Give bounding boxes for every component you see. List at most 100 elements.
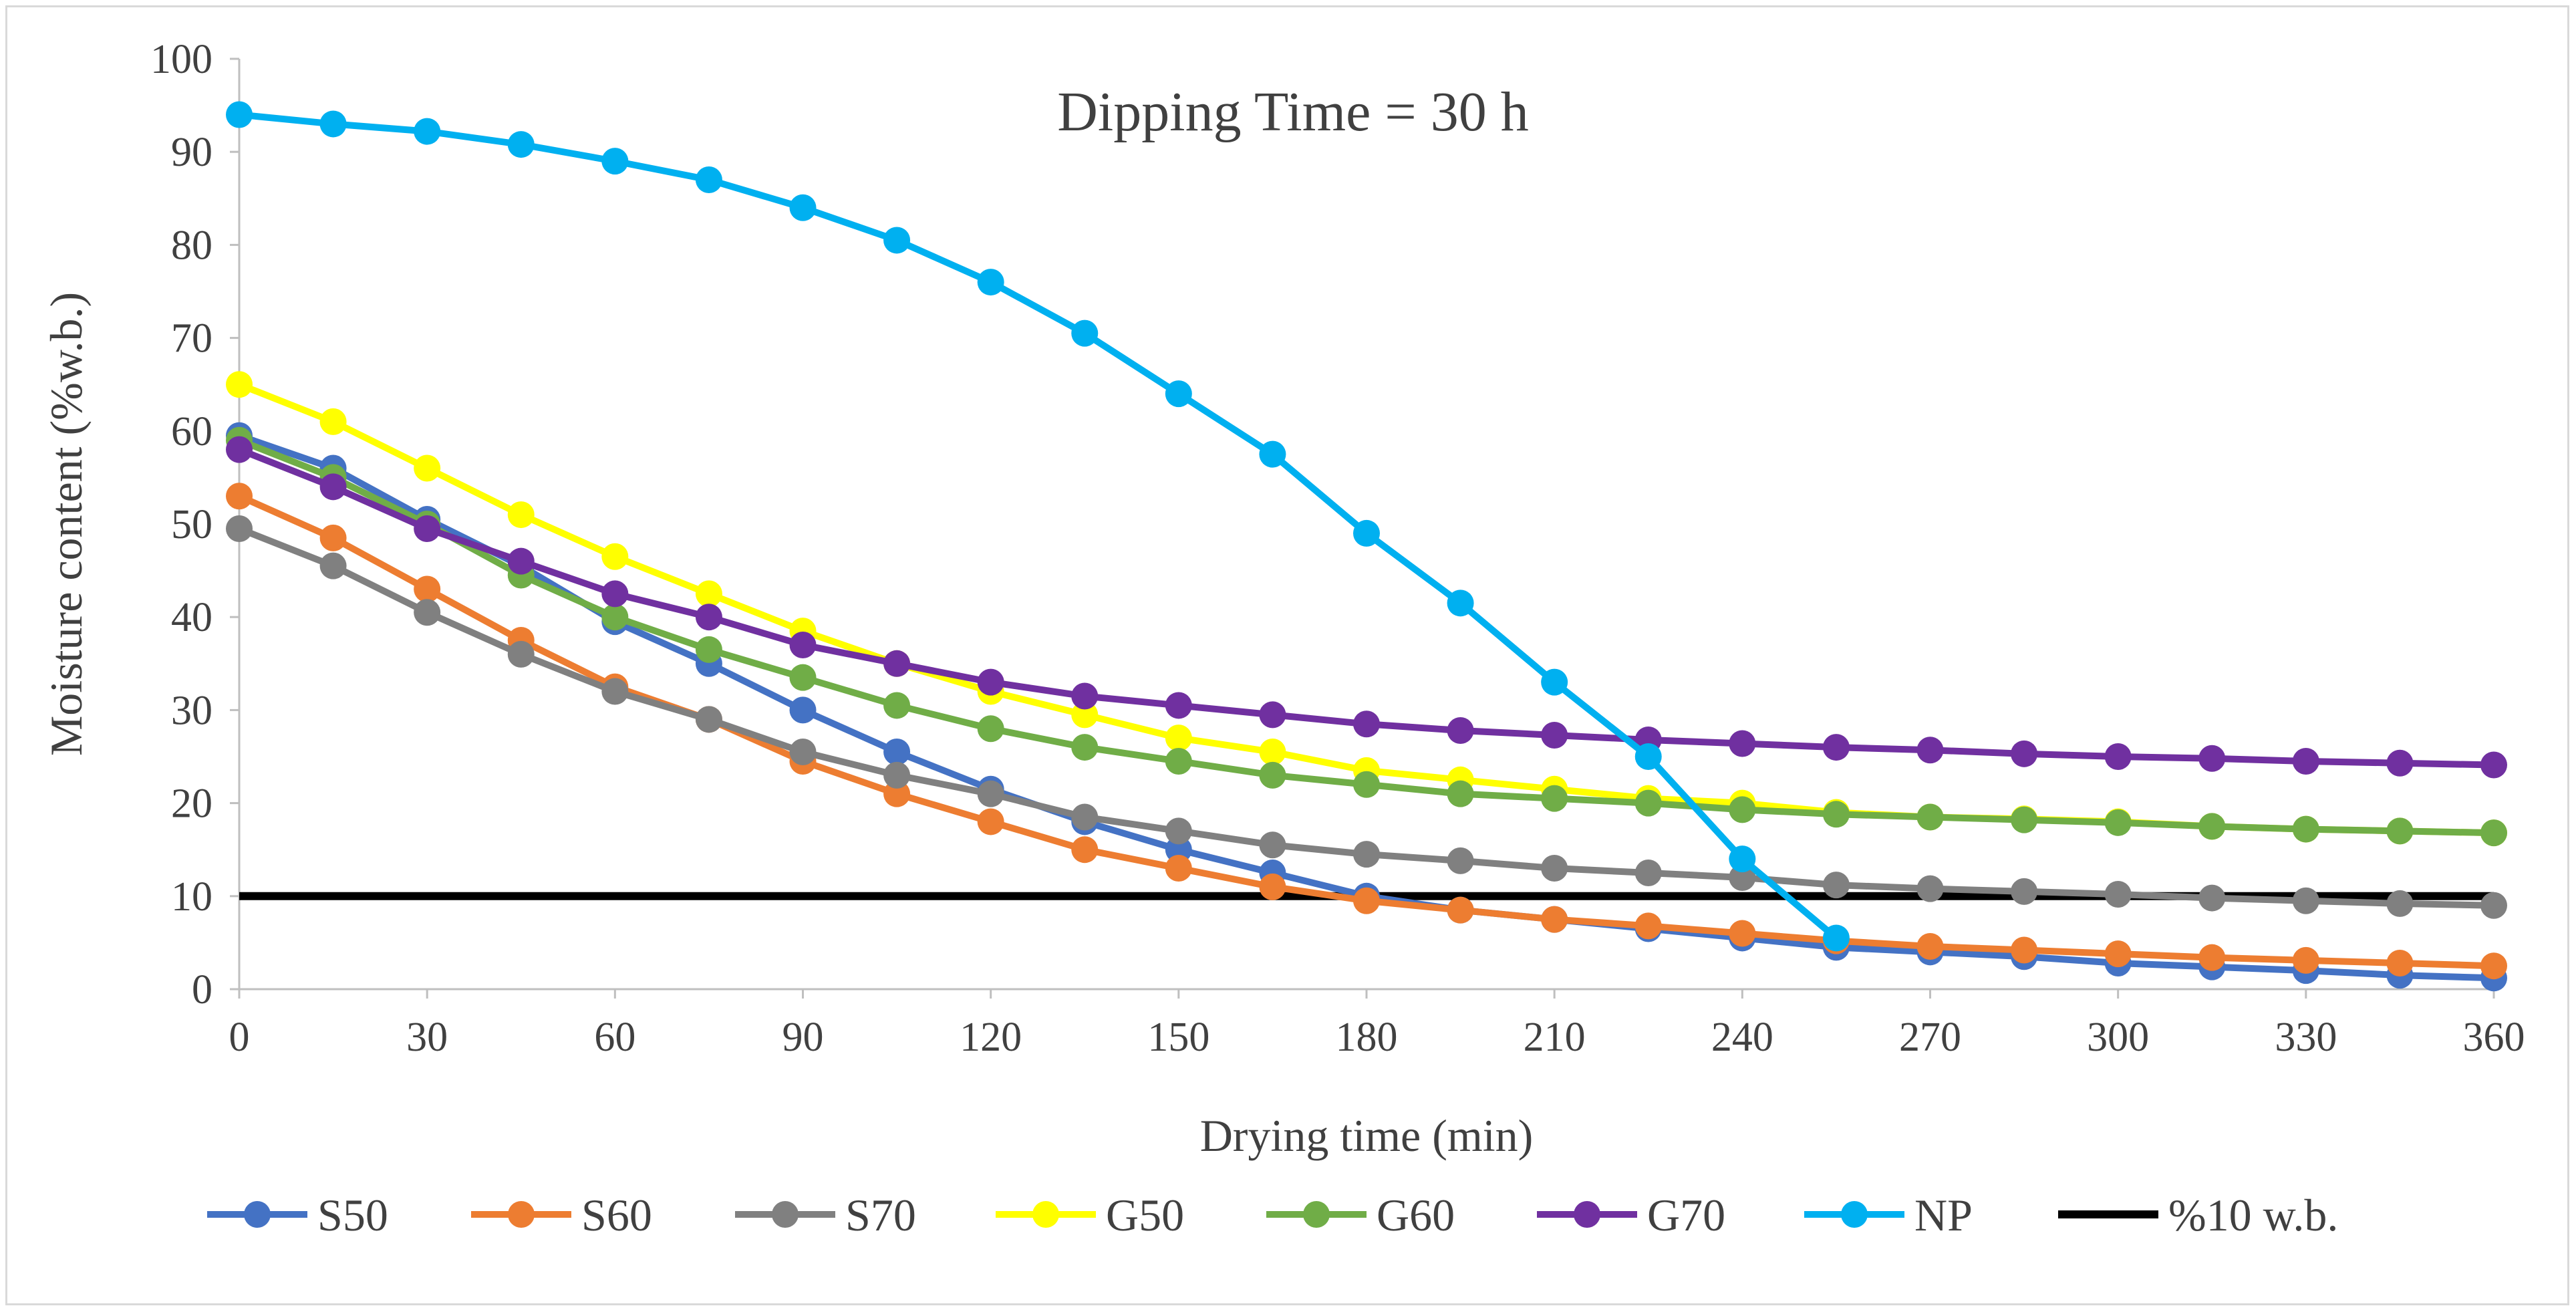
series-g60 — [226, 426, 2507, 847]
data-point-np — [1634, 743, 1662, 770]
data-point-np — [226, 101, 253, 128]
data-point-s70 — [1729, 864, 1756, 891]
legend-label: G50 — [1106, 1190, 1184, 1240]
y-tick-label: 50 — [171, 502, 212, 547]
data-point-s60 — [414, 575, 441, 603]
legend-item-g70: G70 — [1537, 1190, 1725, 1240]
data-point-s60 — [319, 524, 347, 551]
data-point-s70 — [1259, 831, 1286, 859]
legend-item-s60: S60 — [471, 1190, 652, 1240]
data-point-g70 — [1447, 717, 1474, 745]
legend-label: G70 — [1647, 1190, 1725, 1240]
data-point-g60 — [789, 664, 817, 691]
data-point-np — [1541, 668, 1568, 696]
data-point-np — [1353, 519, 1380, 547]
legend-item-10-w-b: %10 w.b. — [2058, 1190, 2338, 1240]
y-axis-label: Moisture content (%w.b.) — [41, 292, 92, 756]
data-point-g60 — [1729, 796, 1756, 823]
data-point-g70 — [2292, 747, 2319, 775]
data-point-g70 — [1541, 721, 1568, 749]
legend-swatch-marker — [772, 1201, 799, 1228]
data-point-g60 — [1634, 789, 1662, 817]
data-point-g70 — [2386, 749, 2414, 777]
data-point-np — [883, 227, 911, 254]
y-tick-label: 60 — [171, 409, 212, 454]
series-line-np — [239, 111, 1839, 941]
data-point-g70 — [1916, 737, 1944, 764]
data-point-s70 — [2198, 884, 2226, 912]
data-point-g70 — [226, 436, 253, 463]
data-point-g60 — [1165, 747, 1192, 775]
data-point-s70 — [1447, 847, 1474, 874]
data-point-np — [414, 118, 441, 145]
data-point-s60 — [1634, 912, 1662, 940]
data-point-np — [1165, 380, 1192, 408]
data-point-s60 — [2198, 944, 2226, 971]
data-point-g50 — [226, 371, 253, 398]
series-np — [226, 101, 1850, 952]
x-tick-label: 30 — [406, 1015, 448, 1060]
chart-frame — [5, 5, 2569, 1305]
data-point-g60 — [1916, 803, 1944, 831]
data-point-g50 — [1165, 725, 1192, 752]
data-point-s70 — [414, 599, 441, 626]
data-point-np — [695, 166, 722, 193]
x-axis-label: Drying time (min) — [1200, 1110, 1534, 1161]
data-point-g70 — [414, 515, 441, 542]
data-point-g70 — [2480, 751, 2507, 779]
series-g70 — [226, 436, 2507, 779]
data-point-g70 — [601, 580, 629, 608]
data-point-s50 — [789, 696, 817, 724]
data-point-s70 — [2292, 887, 2319, 914]
data-point-g70 — [883, 650, 911, 677]
data-point-s70 — [2104, 881, 2132, 908]
data-point-s70 — [2011, 878, 2038, 905]
data-point-g70 — [1259, 701, 1286, 729]
data-point-g60 — [2198, 813, 2226, 840]
data-point-g70 — [695, 604, 722, 631]
y-tick-label: 10 — [171, 874, 212, 920]
x-tick-label: 210 — [1524, 1015, 1586, 1060]
data-point-s70 — [2480, 892, 2507, 919]
y-tick-label: 80 — [171, 223, 212, 268]
data-point-g60 — [2292, 815, 2319, 843]
data-point-s60 — [1259, 873, 1286, 900]
data-point-g60 — [2480, 819, 2507, 847]
data-point-s60 — [1729, 920, 1756, 947]
x-tick-label: 360 — [2463, 1015, 2525, 1060]
y-tick-label: 90 — [171, 130, 212, 175]
data-point-g50 — [414, 454, 441, 482]
series-group — [226, 101, 2507, 992]
x-tick-label: 180 — [1336, 1015, 1398, 1060]
data-point-g50 — [601, 543, 629, 570]
y-tick-label: 0 — [192, 967, 212, 1013]
data-point-s60 — [1353, 887, 1380, 914]
data-point-g60 — [977, 715, 1004, 743]
data-point-s70 — [601, 678, 629, 705]
data-point-np — [507, 131, 535, 158]
x-tick-label: 270 — [1899, 1015, 1961, 1060]
data-point-g50 — [1259, 739, 1286, 766]
data-point-g70 — [1822, 734, 1850, 761]
legend-label: S70 — [845, 1190, 916, 1240]
legend-swatch-marker — [1032, 1201, 1059, 1228]
data-point-s70 — [226, 515, 253, 542]
legend-label: S60 — [581, 1190, 652, 1240]
legend-label: %10 w.b. — [2168, 1190, 2338, 1240]
x-tick-label: 120 — [960, 1015, 1022, 1060]
legend-swatch-marker — [244, 1201, 271, 1228]
data-point-s70 — [1353, 841, 1380, 868]
data-point-s60 — [977, 808, 1004, 835]
legend-label: G60 — [1377, 1190, 1455, 1240]
data-point-g70 — [789, 631, 817, 658]
legend-swatch-marker — [508, 1201, 535, 1228]
data-point-g60 — [883, 692, 911, 719]
data-point-np — [1729, 845, 1756, 873]
data-point-s70 — [1071, 803, 1099, 831]
data-point-g60 — [1447, 780, 1474, 807]
legend: S50 S60 S70 G50 G60 G70 NP %10 w.b. — [207, 1190, 2338, 1240]
data-point-s70 — [977, 780, 1004, 807]
data-point-g60 — [695, 636, 722, 663]
data-point-g60 — [1259, 761, 1286, 789]
legend-item-np: NP — [1804, 1190, 1973, 1240]
